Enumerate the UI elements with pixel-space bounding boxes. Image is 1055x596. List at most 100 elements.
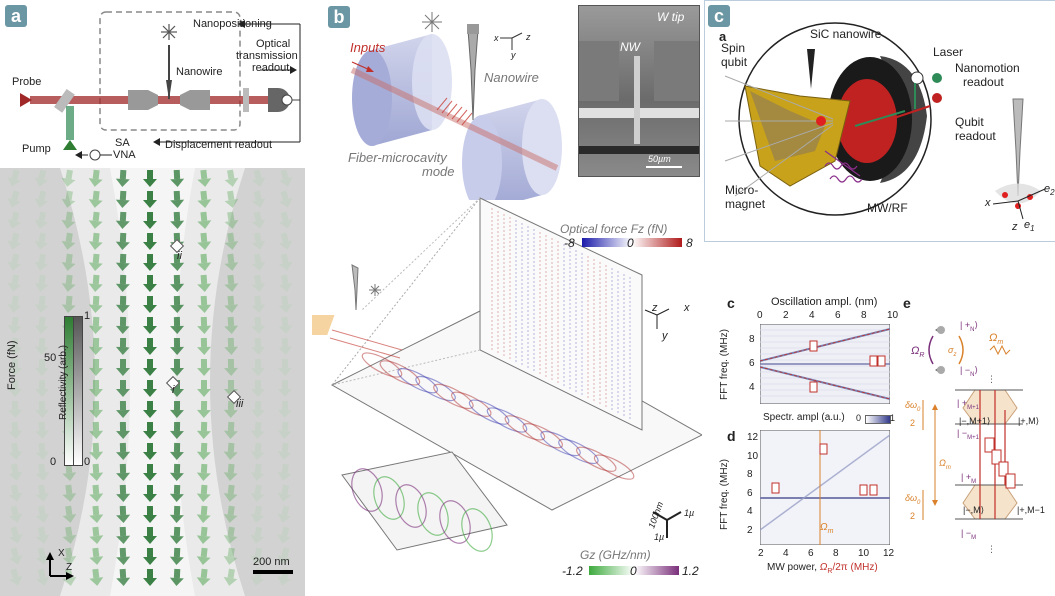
- spin-qubit-schematic: [724, 22, 1046, 220]
- reflectivity-label: Reflectivity (arb.): [58, 344, 69, 420]
- probe-label: Probe: [12, 76, 42, 88]
- ket-minus-m: |−,M⟩: [963, 505, 985, 515]
- sem-scalebar: [646, 166, 682, 168]
- laser-label: Laser: [933, 45, 964, 59]
- minus-n-close: ⟩: [974, 365, 978, 375]
- panel-e-letter: e: [903, 295, 911, 311]
- omega-r-label: ΩR: [911, 345, 924, 359]
- cavity-schematic: [350, 12, 562, 200]
- nanopositioner-icon: [161, 24, 177, 40]
- c-ylabel: FFT freq. (MHz): [719, 329, 730, 400]
- optical-force-colorbar: [582, 238, 682, 247]
- scale-label-1u-b: 1µ: [654, 532, 665, 542]
- frac-top-1: δω0: [905, 400, 920, 413]
- w-tip-label: W tip: [657, 10, 685, 24]
- axis-b-y: y: [511, 50, 516, 60]
- state-plus-m-main: | +: [961, 472, 972, 482]
- force-colorbar-title: Optical force Fz (fN): [560, 222, 668, 236]
- panel-a: a Probe Pump Nanowire Nanopositio: [0, 0, 305, 596]
- sa-label: SA: [115, 137, 130, 149]
- state-minus-m: | −M: [961, 528, 976, 541]
- frac-bottom-2: 2: [910, 511, 916, 521]
- omega-r-main: Ω: [911, 345, 920, 357]
- panel-c: c a Spin qubit SiC nanowire: [704, 0, 1055, 242]
- state-minus-m1-main: | −: [957, 428, 968, 438]
- state-minus-m1-sub: M+1: [967, 434, 979, 441]
- omega-m-mid-label: Ωm: [939, 458, 951, 471]
- mw-rf-label: MW/RF: [867, 201, 908, 215]
- d-x-tick: 8: [833, 548, 839, 559]
- omega-m-label: Ωm: [820, 522, 833, 535]
- d-x-tick: 12: [883, 548, 895, 559]
- marker-ii-label: ii: [177, 250, 182, 262]
- c-z-label: z: [1012, 221, 1018, 233]
- d-x-tick: 4: [783, 548, 789, 559]
- c-y-tick: 4: [749, 382, 755, 393]
- qubit-readout-label-2: readout: [955, 129, 996, 143]
- scale-bar-label: 200 nm: [253, 556, 290, 568]
- sigma-z-sub: z: [953, 351, 957, 358]
- plus-n-main: | +: [960, 320, 971, 330]
- d-xlabel-post: /2π (MHz): [832, 562, 878, 573]
- pump-label: Pump: [22, 143, 51, 155]
- d-xlabel: MW power, ΩR/2π (MHz): [767, 562, 878, 575]
- state-plus-m: | +M: [961, 472, 976, 485]
- spectral-colorbar: [865, 415, 891, 424]
- inputs-label: Inputs: [350, 40, 386, 55]
- cavity-label-1: Fiber-microcavity: [348, 150, 447, 165]
- svg-text:⋮: ⋮: [987, 544, 996, 554]
- scale-bar: [253, 570, 293, 574]
- force-field-map: [0, 168, 305, 596]
- e2-label-main: e: [1044, 183, 1051, 195]
- d-xlabel-sub: R: [827, 568, 833, 575]
- panel-d-letter: d: [727, 428, 736, 444]
- axis-b-x: x: [494, 33, 499, 43]
- micromagnet-label-2: magnet: [725, 197, 766, 211]
- d-xlabel-pre: MW power,: [767, 562, 820, 573]
- frac-top-2-sub: 0: [917, 499, 921, 506]
- state-plus-m1-sub: M+1: [967, 404, 979, 411]
- omega-m-mid-sub: m: [945, 464, 951, 471]
- c-top-tick: 8: [861, 310, 867, 321]
- omega-m-e-main: Ω: [989, 332, 998, 344]
- minus-n-label: | −N⟩: [960, 365, 978, 378]
- c-top-tick: 10: [887, 310, 899, 321]
- nanomotion-label-2: readout: [963, 75, 1004, 89]
- d-y-tick: 4: [747, 506, 753, 517]
- colorbar-tick-1: 1: [84, 310, 91, 322]
- d-xticks: 2 4 6 8 10 12: [758, 548, 894, 560]
- nanowire-label: Nanowire: [176, 66, 223, 78]
- vna-label: VNA: [113, 149, 136, 161]
- axis-z-label: Z: [66, 562, 73, 573]
- frac-top-1-main: δω: [905, 400, 918, 410]
- panel-c-letter: c: [708, 5, 730, 27]
- omega-m-mid-main: Ω: [939, 458, 946, 468]
- nanowire-b-label: Nanowire: [484, 70, 539, 85]
- gz-cb-min: -1.2: [562, 564, 583, 578]
- e2-label-sub: 2: [1050, 188, 1055, 198]
- d-x-tick: 6: [808, 548, 814, 559]
- omega-m-sub: m: [827, 528, 834, 535]
- frac-top-2-main: δω: [905, 493, 918, 503]
- panel-c2-letter: c: [727, 295, 735, 311]
- nw-label: NW: [620, 40, 640, 54]
- optical-readout-label-3: readout: [252, 62, 290, 74]
- d-x-tick: 10: [858, 548, 870, 559]
- ket-plus-m-minus: |+,M−1: [1017, 505, 1045, 515]
- energy-level-diagram: ⋮ ⋮: [922, 326, 1023, 554]
- d-y-tick: 10: [747, 450, 759, 462]
- frac-top-2: δω0: [905, 493, 920, 506]
- force-3d-axis-z: z: [652, 302, 658, 314]
- force-3d-axis-y: y: [662, 330, 668, 342]
- state-minus-m-sub: M: [971, 534, 977, 541]
- omega-r-sub: R: [919, 352, 925, 360]
- marker-iii-label: iii: [236, 398, 244, 410]
- xz-axes-icon: [46, 552, 74, 580]
- e1-label-main: e: [1024, 219, 1031, 231]
- gz-colorbar-title: Gz (GHz/nm): [580, 548, 651, 562]
- sigma-z-main: σ: [948, 345, 954, 355]
- force-3d-axis-x: x: [684, 302, 690, 314]
- force-cb-mid: 0: [627, 236, 634, 250]
- qubit-readout-label-1: Qubit: [955, 115, 984, 129]
- gz-cb-max: 1.2: [682, 564, 699, 578]
